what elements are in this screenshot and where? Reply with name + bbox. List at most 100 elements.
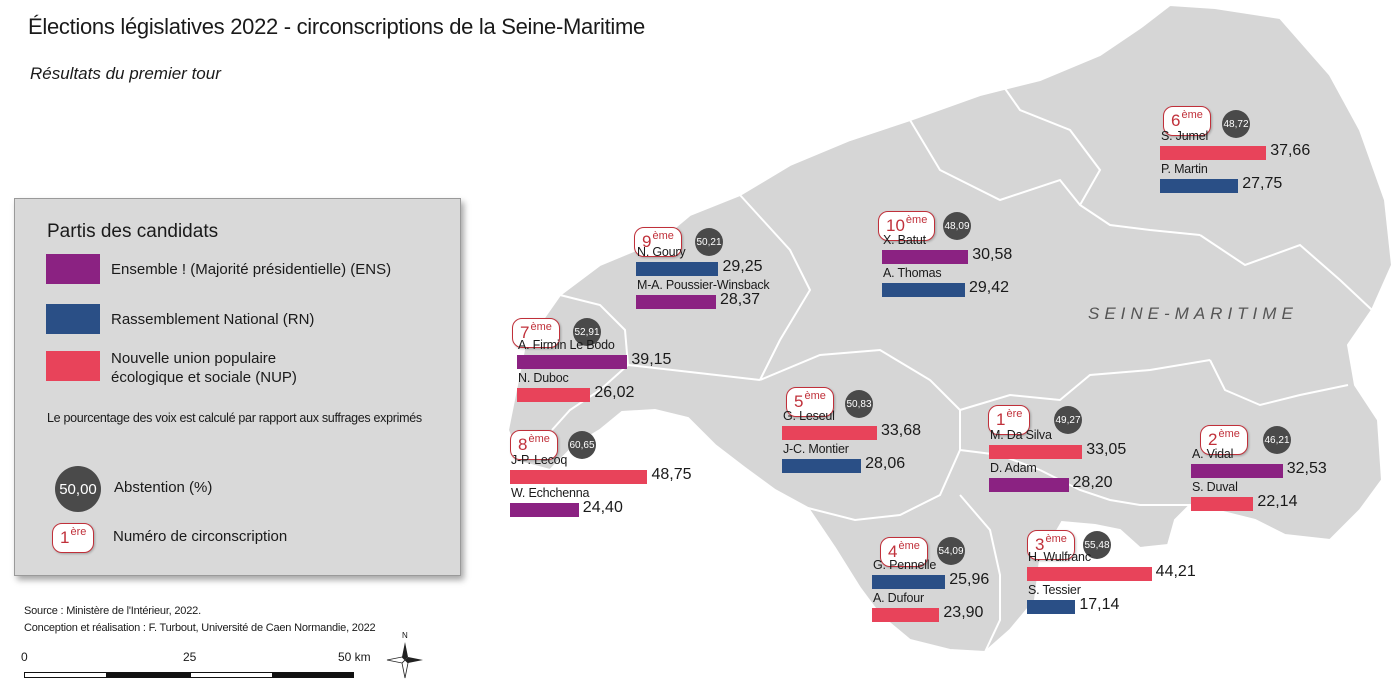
candidate-score: 44,21 (1155, 563, 1196, 580)
candidate-bar-ens (989, 478, 1069, 492)
circ-number: 5 (794, 392, 804, 411)
scale-segment-2 (107, 672, 190, 678)
circ-number: 1 (996, 410, 1006, 429)
candidate-name: A. Firmin Le Bodo (518, 338, 615, 352)
border-10-6 (909, 119, 1201, 236)
abstention-circle-1: 49,27 (1054, 406, 1082, 434)
candidate-score: 24,40 (582, 499, 623, 516)
candidate-name: A. Vidal (1192, 447, 1234, 461)
candidate-score: 25,96 (949, 571, 990, 588)
border-6-north (1199, 234, 1373, 311)
candidate-score: 32,53 (1286, 460, 1327, 477)
candidate-score: 29,42 (968, 279, 1009, 296)
circ-suffix: ème (804, 390, 826, 402)
legend-note: Le pourcentage des voix est calculé par … (47, 411, 422, 425)
circ-badge-5: 5 ème (786, 387, 834, 417)
candidate-name: H. Wulfranc (1028, 550, 1091, 564)
legend-label-ens: Ensemble ! (Majorité présidentielle) (EN… (111, 261, 392, 278)
candidate-bar-nup (1027, 567, 1152, 581)
legend-abstention-label: Abstention (%) (114, 479, 213, 496)
candidate-score: 33,68 (880, 422, 922, 439)
candidate-bar-nup (989, 445, 1083, 459)
candidate-name: G. Pennelle (873, 558, 937, 572)
candidate-name: J-P. Lecoq (511, 453, 568, 467)
circ-suffix: ème (530, 321, 552, 333)
north-arrow (386, 642, 423, 679)
department-label: SEINE-MARITIME (1088, 304, 1298, 323)
candidate-name: M. Da Silva (990, 428, 1052, 442)
candidate-score: 29,25 (722, 258, 763, 275)
legend-label-nup-line1: Nouvelle union populaire (111, 350, 277, 367)
border-10-1 (959, 359, 1211, 411)
border-1-2 (1209, 359, 1349, 407)
legend-swatch-ens (46, 254, 100, 284)
legend-label-rn: Rassemblement National (RN) (111, 311, 315, 328)
candidate-bar-ens (882, 250, 969, 264)
legend-circ-label: Numéro de circonscription (113, 528, 288, 545)
circ-suffix: ème (1218, 428, 1240, 440)
candidate-bar-rn (782, 459, 862, 473)
candidate-score: 17,14 (1079, 596, 1120, 613)
candidate-bar-ens (517, 355, 628, 369)
candidate-score: 30,58 (972, 246, 1013, 263)
abstention-circle-6: 48,72 (1222, 110, 1250, 138)
abstention-circle-7: 52,91 (573, 318, 601, 346)
map-subtitle: Résultats du premier tour (30, 64, 221, 83)
legend-circ-num: 1 (60, 528, 70, 547)
legend-title: Partis des candidats (47, 221, 219, 242)
circ-badge-4: 4 ème (880, 537, 928, 567)
abstention-circle-5: 50,83 (845, 390, 873, 418)
border-10-5 (759, 348, 961, 411)
north-label: N (402, 631, 408, 640)
candidate-bar-nup (517, 388, 591, 402)
circ-badge-8: 8 ème (510, 430, 558, 460)
circ-badge-6: 6 ème (1163, 106, 1211, 136)
source-note: Source : Ministère de l'Intérieur, 2022.… (24, 603, 376, 637)
candidate-score: 28,37 (720, 291, 761, 308)
border-7-9 (559, 294, 629, 366)
scale-segment-1 (24, 672, 107, 678)
candidate-score: 33,05 (1086, 441, 1127, 458)
legend-panel: Partis des candidats Ensemble ! (Majorit… (14, 198, 461, 576)
border-north-inner (984, 59, 1102, 206)
candidate-name: N. Goury (637, 245, 686, 259)
circ-badge-1: 1 ère (988, 405, 1031, 435)
legend-label-nup: Nouvelle union populaire écologique et s… (111, 349, 297, 387)
legend-abstention-circle: 50,00 (55, 466, 101, 512)
candidate-name: P. Martin (1161, 162, 1208, 176)
circ-badge-3: 3 ème (1027, 530, 1075, 560)
candidate-score: 27,75 (1242, 175, 1283, 192)
candidate-score: 26,02 (594, 384, 635, 401)
source-line-1: Source : Ministère de l'Intérieur, 2022. (24, 605, 201, 617)
candidate-bar-rn (882, 283, 965, 297)
candidate-name: M-A. Poussier-Winsback (637, 278, 770, 292)
legend-swatch-rn (46, 304, 100, 334)
scale-label-25: 25 (183, 650, 197, 664)
abstention-circle-2: 46,21 (1263, 426, 1291, 454)
abstention-circle-9: 50,21 (695, 228, 723, 256)
circ-suffix: ème (1181, 109, 1203, 121)
border-9-10 (739, 194, 812, 381)
circ-number: 7 (520, 323, 530, 342)
candidate-bar-rn (1160, 179, 1239, 193)
abstention-circle-10: 48,09 (943, 212, 971, 240)
candidate-name: S. Jumel (1161, 129, 1209, 143)
circ-number: 4 (888, 542, 898, 561)
candidate-bar-rn (872, 575, 946, 589)
circ-badge-10: 10 ème (878, 211, 936, 241)
candidate-bar-nup (872, 608, 940, 622)
circ-badge-2: 2 ème (1200, 425, 1248, 455)
circ-suffix: ème (898, 540, 920, 552)
candidate-name: X. Batut (883, 233, 926, 247)
candidate-name: J-C. Montier (783, 442, 849, 456)
circ-suffix: ère (1006, 408, 1023, 420)
candidate-name: S. Tessier (1028, 583, 1081, 597)
circ-suffix: ème (1045, 533, 1067, 545)
source-line-2: Conception et réalisation : F. Turbout, … (24, 622, 376, 634)
border-9-5 (627, 364, 761, 381)
circ-number: 3 (1035, 535, 1045, 554)
scale-segment-4 (273, 672, 354, 678)
candidate-score: 48,75 (651, 466, 692, 483)
border-5-4 (807, 410, 961, 522)
abstention-circle-3: 55,48 (1083, 531, 1111, 559)
